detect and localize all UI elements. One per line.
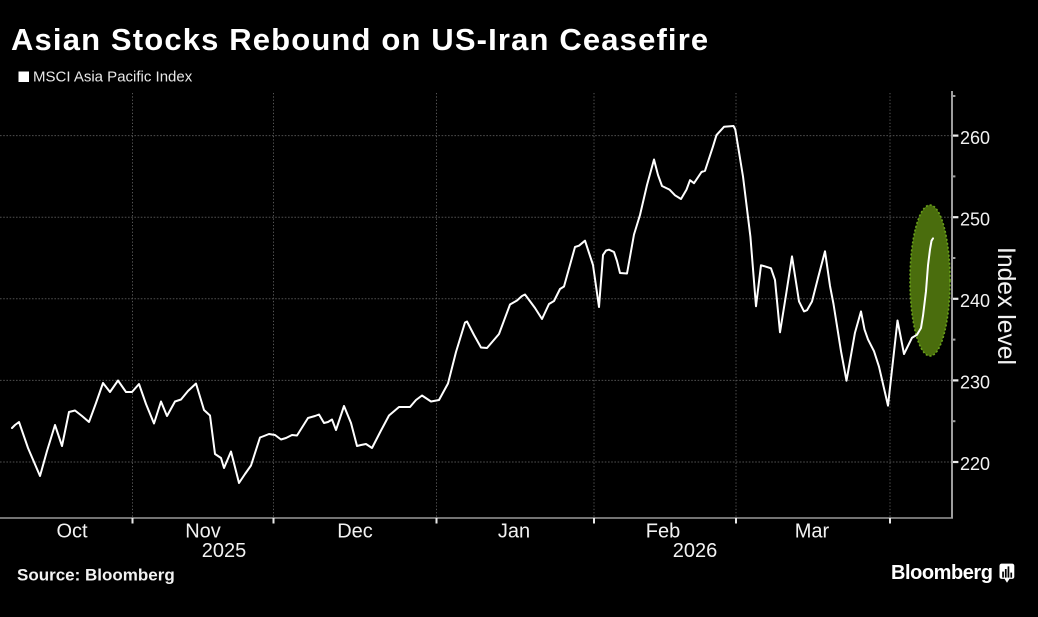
svg-text:250: 250: [960, 209, 990, 229]
svg-text:260: 260: [960, 128, 990, 148]
svg-text:Oct: Oct: [56, 521, 88, 543]
svg-text:230: 230: [960, 373, 990, 393]
svg-text:Dec: Dec: [337, 521, 373, 543]
svg-text:Bloomberg: Bloomberg: [891, 562, 993, 584]
svg-text:Source: Bloomberg: Source: Bloomberg: [17, 566, 175, 585]
svg-text:Mar: Mar: [795, 521, 830, 543]
svg-text:Feb: Feb: [646, 521, 680, 543]
svg-text:MSCI Asia Pacific Index: MSCI Asia Pacific Index: [33, 69, 193, 86]
svg-text:2025: 2025: [202, 540, 247, 562]
svg-text:220: 220: [960, 454, 990, 474]
svg-text:2026: 2026: [673, 540, 718, 562]
svg-text:Asian Stocks Rebound on US-Ira: Asian Stocks Rebound on US-Iran Ceasefir…: [11, 22, 709, 57]
svg-text:Index level: Index level: [992, 247, 1019, 365]
svg-text:Nov: Nov: [185, 521, 221, 543]
svg-text:Jan: Jan: [498, 521, 530, 543]
svg-text:240: 240: [960, 291, 990, 311]
